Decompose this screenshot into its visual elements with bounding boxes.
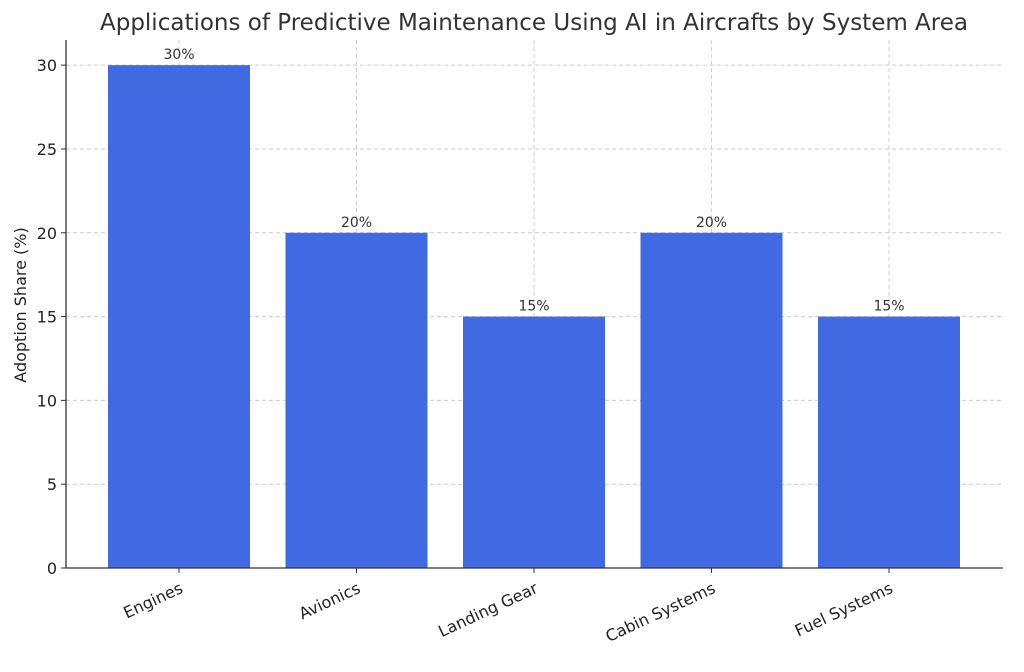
bar-cabin-systems	[641, 233, 783, 568]
y-tick-label: 10	[37, 391, 57, 410]
data-label: 15%	[518, 299, 549, 315]
y-ticks: 0 5 10 15 20 25 30	[37, 56, 66, 578]
y-tick-label: 0	[47, 559, 57, 578]
bar-engines	[108, 65, 250, 568]
x-tick-label: Engines	[120, 578, 185, 622]
data-label: 20%	[341, 215, 372, 231]
x-tick-label: Avionics	[296, 578, 363, 623]
bar-chart: 0 5 10 15 20 25 30 Engines Avionics Landing Gear…	[0, 0, 1024, 672]
bar-avionics	[286, 233, 428, 568]
bar-fuel-systems	[818, 317, 960, 568]
y-axis-label: Adoption Share (%)	[11, 227, 30, 382]
data-label: 20%	[696, 215, 727, 231]
y-tick-label: 30	[37, 56, 57, 75]
x-tick-label: Fuel Systems	[792, 578, 896, 640]
x-tick-label: Cabin Systems	[602, 578, 718, 645]
data-label: 15%	[873, 299, 904, 315]
x-tick-label: Landing Gear	[435, 578, 541, 641]
x-ticks: Engines Avionics Landing Gear Cabin Systems…	[120, 568, 895, 646]
y-tick-label: 5	[47, 475, 57, 494]
y-tick-label: 25	[37, 140, 57, 159]
y-tick-label: 20	[37, 224, 57, 243]
chart-title: Applications of Predictive Maintenance U…	[100, 10, 968, 36]
data-label: 30%	[163, 47, 194, 63]
y-tick-label: 15	[37, 308, 57, 327]
bar-landing-gear	[463, 317, 605, 568]
